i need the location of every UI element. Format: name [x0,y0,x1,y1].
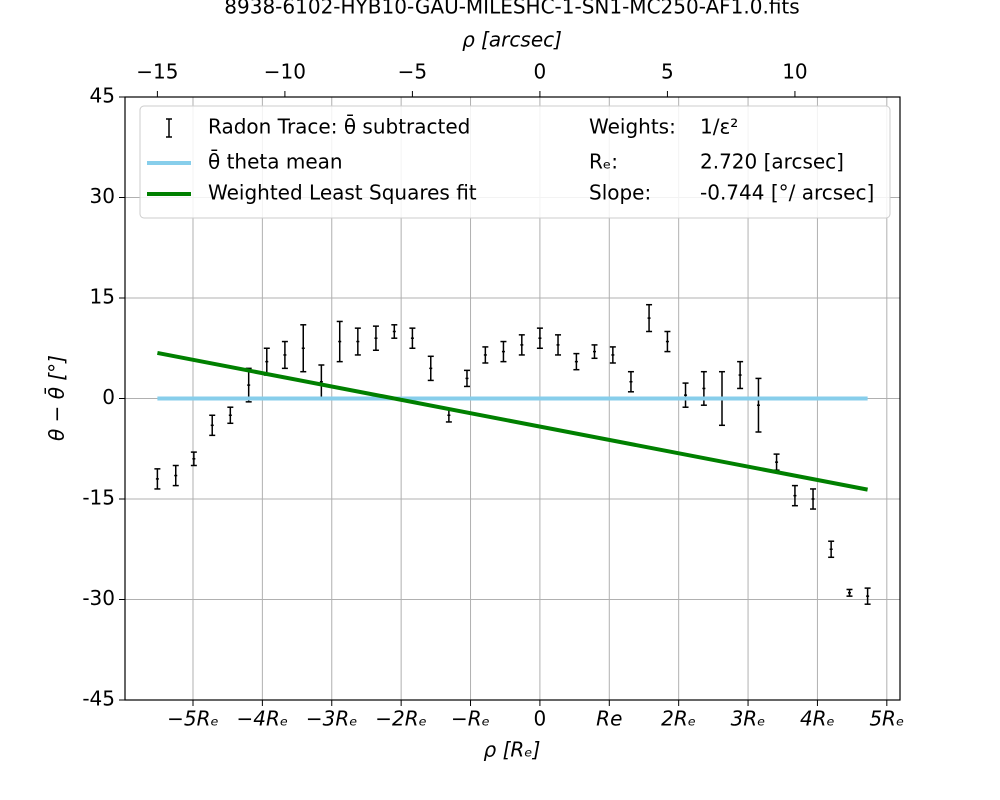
y-tick-label: 15 [90,285,115,309]
error-point [755,377,762,433]
legend-label: Radon Trace: θ̄ subtracted [208,114,470,139]
error-point [591,344,598,360]
error-point [664,330,671,353]
error-point [627,370,634,393]
x-top-label: ρ [arcsec] [462,28,562,52]
error-point [263,347,270,376]
x-tick-label: 3Rₑ [731,707,766,731]
x-top-tick-label: −5 [398,60,427,84]
x-tick-label: −Rₑ [451,707,490,731]
error-point [336,320,343,363]
x-top-tick-label: −15 [136,60,178,84]
legend-label: θ̄ theta mean [208,149,343,174]
x-tick-label: 2Rₑ [661,707,696,731]
error-point [536,327,543,349]
error-point [463,369,470,388]
info-key: Slope: [589,181,651,205]
error-point [482,346,489,364]
line [157,350,868,492]
error-point [227,406,234,425]
x-tick-label: −4Rₑ [237,707,289,731]
error-point [573,352,580,371]
error-point [646,303,653,333]
error-point [154,468,161,490]
x-top-tick-label: 5 [661,60,674,84]
x-label: ρ [Rₑ] [484,738,541,762]
error-point [372,325,379,352]
error-point [172,464,179,487]
y-tick-label: 30 [90,184,115,208]
error-point [391,324,398,339]
info-value: 1/ε² [700,115,738,139]
legend-marker [166,118,172,138]
y-tick-label: 0 [102,385,115,409]
error-point [518,334,525,356]
error-point [682,382,689,408]
error-point [354,327,361,356]
error-point [791,484,798,507]
x-tick-label: 5Rₑ [869,707,904,731]
error-point [737,360,744,390]
error-point [190,451,197,467]
x-tick-label: −3Rₑ [306,707,358,731]
info-value: -0.744 [°/ arcsec] [700,181,874,205]
chart-title: 8938-6102-HYB10-GAU-MILESHC-1-SN1-MC250-… [224,0,799,19]
error-point [773,453,780,471]
x-top-tick-label: 0 [534,60,547,84]
error-point [810,488,817,510]
y-tick-label: -45 [82,687,115,711]
y-tick-label: 45 [90,84,115,108]
info-value: 2.720 [arcsec] [700,150,844,174]
x-top-tick-label: 10 [782,60,807,84]
plot-frame [124,96,901,701]
x-top-tick-label: −10 [264,60,306,84]
x-tick-label: 4Rₑ [800,707,835,731]
info-key: Rₑ: [589,150,618,174]
error-point [427,355,434,382]
legend-box [139,105,891,219]
info-key: Weights: [589,115,676,139]
error-point [609,346,616,364]
error-point [209,414,216,437]
y-label: θ − θ̄ [°] [44,355,69,441]
x-tick-label: Re [596,707,622,731]
error-point [846,588,853,597]
error-point [828,540,835,559]
error-point [864,587,871,605]
x-tick-label: −5Rₑ [167,707,219,731]
legend-label: Weighted Least Squares fit [208,181,477,205]
x-tick-label: 0 [534,707,547,731]
error-point [318,364,325,400]
y-tick-label: -15 [82,486,115,510]
y-tick-label: -30 [82,586,115,610]
error-point [281,340,288,370]
error-point [409,327,416,349]
x-tick-label: −2Rₑ [375,707,427,731]
error-point [500,340,507,363]
error-point [300,324,307,373]
error-point [555,334,562,356]
